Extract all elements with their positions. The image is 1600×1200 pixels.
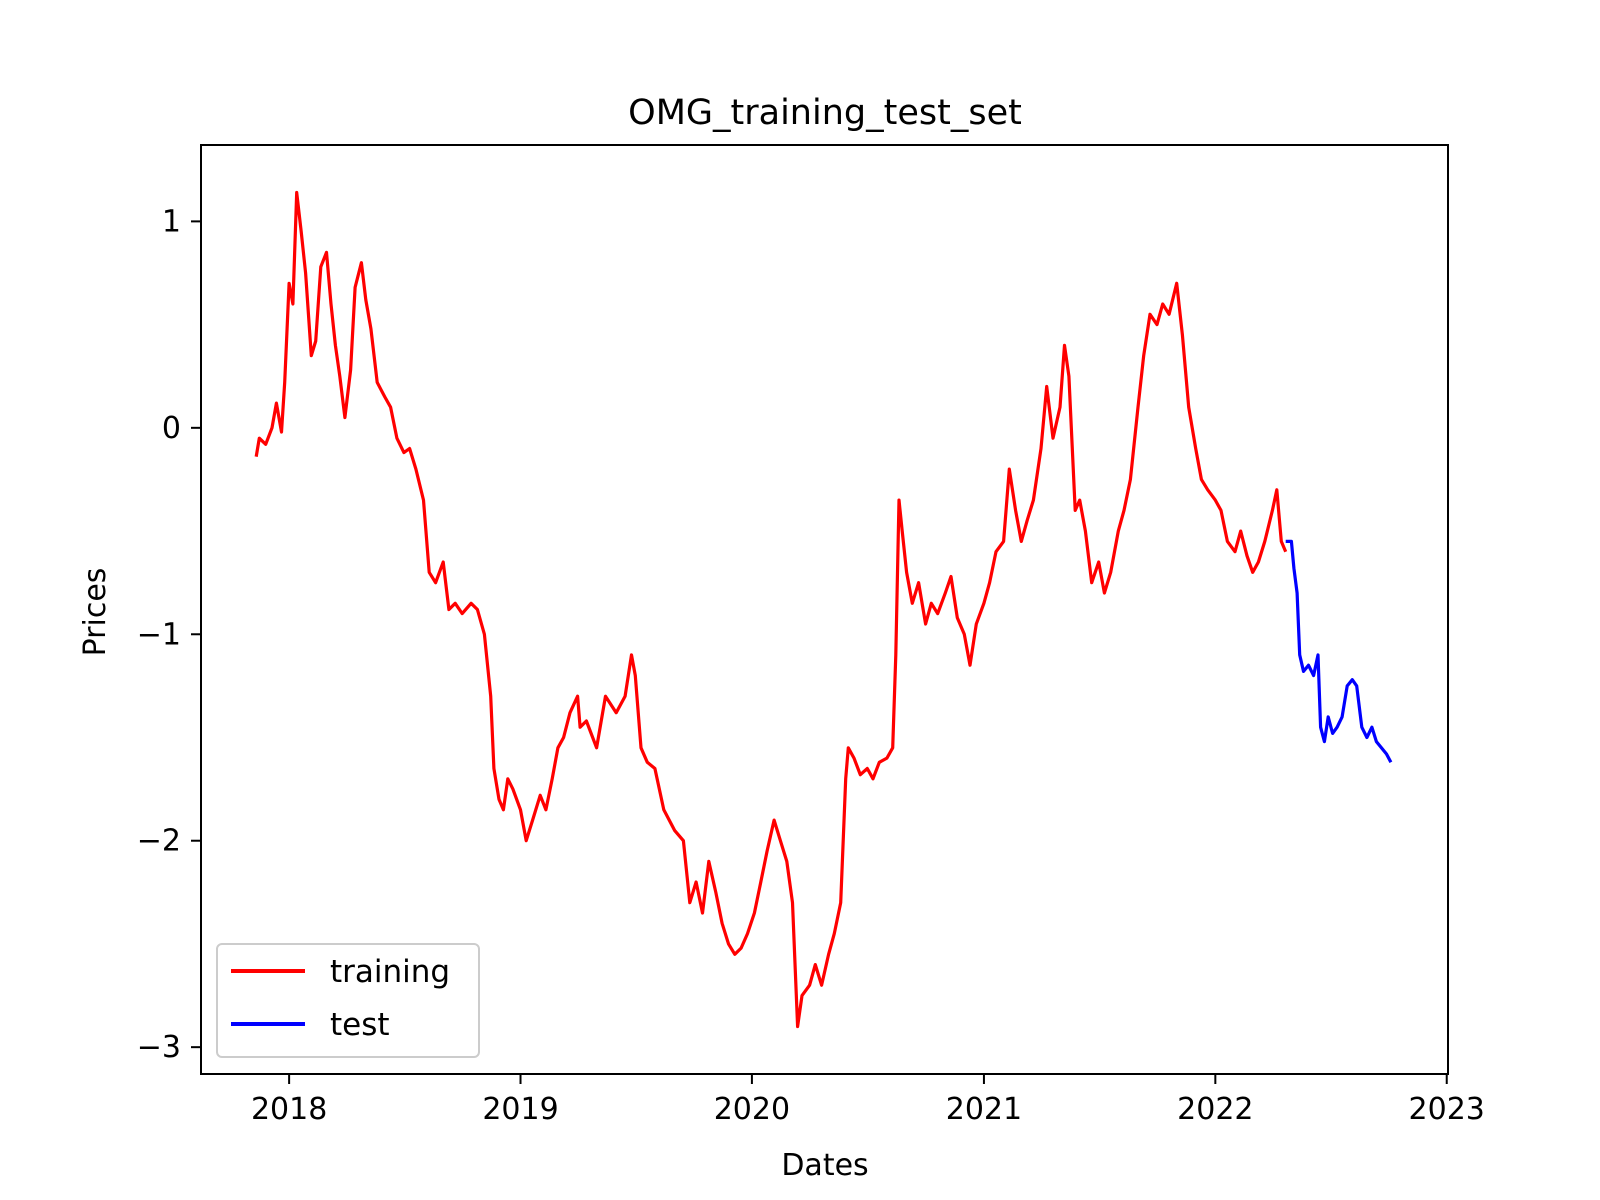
plot-frame xyxy=(200,144,1449,1075)
x-tick-label: 2018 xyxy=(251,1092,327,1127)
x-tick-label: 2023 xyxy=(1409,1092,1485,1127)
y-tick-label: 1 xyxy=(162,204,181,239)
x-tick-label: 2020 xyxy=(714,1092,790,1127)
series-layer xyxy=(254,190,1393,1029)
legend-label-training: training xyxy=(330,954,450,990)
x-tick-label: 2022 xyxy=(1177,1092,1253,1127)
series-line-test xyxy=(1285,539,1393,764)
chart-title: OMG_training_test_set xyxy=(628,93,1022,133)
legend: training test xyxy=(216,943,480,1058)
x-axis-label: Dates xyxy=(781,1148,868,1183)
series-line-training xyxy=(254,190,1288,1029)
y-tick-label: −1 xyxy=(137,617,181,652)
x-tick-label: 2019 xyxy=(482,1092,558,1127)
x-tick-label: 2021 xyxy=(946,1092,1022,1127)
legend-label-test: test xyxy=(330,1007,390,1043)
y-axis: 1 0 −1 −2 −3 xyxy=(137,204,201,1065)
y-axis-label: Prices xyxy=(78,568,113,657)
x-axis: 2018 2019 2020 2021 2022 2023 xyxy=(251,1074,1485,1127)
y-tick-label: 0 xyxy=(162,411,181,446)
y-tick-label: −2 xyxy=(137,824,181,859)
plot-area xyxy=(254,190,1393,1029)
y-tick-label: −3 xyxy=(137,1030,181,1065)
